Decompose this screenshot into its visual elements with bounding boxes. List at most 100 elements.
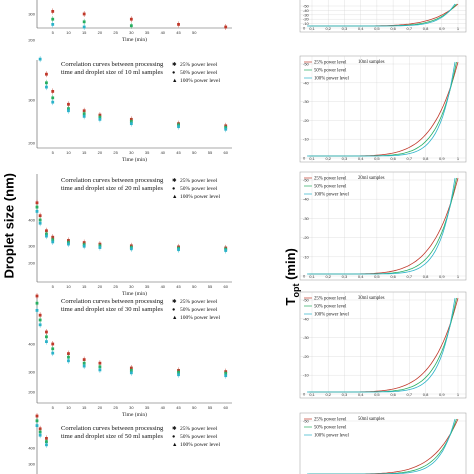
right-plot-0-x-tick: 0.2 (325, 26, 331, 31)
right-plot-2-curve (307, 177, 456, 275)
left-plot-3-x-tick: 45 (176, 405, 181, 410)
right-plot-0-y-tick: -30 (303, 12, 310, 17)
left-plot-3-y-tick: 300 (28, 370, 35, 375)
left-plot-1-y-tick: 300 (28, 98, 35, 103)
right-plot-4-legend-label: 25% power level (314, 418, 347, 423)
right-plot-1-legend-label: 50% power level (314, 69, 347, 74)
left-plot-0-x-tick: 5 (52, 30, 55, 35)
right-plot-1-y-tick: -10 (303, 137, 310, 142)
left-plot-2-y-tick: 300 (28, 244, 35, 249)
right-plot-0-x-tick: 0.4 (358, 26, 364, 31)
left-plot-4-y-tick: 400 (28, 446, 35, 451)
right-plot-0-x-tick: 0.7 (407, 26, 413, 31)
right-plot-2-frame (299, 171, 467, 281)
right-plot-4-title: 50ml samples (358, 417, 385, 422)
left-plot-4-title-line: Correlation curves between processing (61, 425, 164, 432)
right-plot-1-y-tick: -40 (303, 80, 310, 85)
right-plot-2-x-tick: 0.8 (423, 274, 429, 279)
right-plot-0-x-tick: 0.1 (309, 26, 315, 31)
right-plot-0-x-tick: 0.5 (374, 26, 380, 31)
left-plot-2-title-line: time and droplet size of 20 ml samples (61, 185, 163, 192)
left-plot-2-x-tick: 50 (192, 284, 197, 289)
left-plot-2-x-tick: 5 (52, 284, 55, 289)
right-plot-2-x-tick: 0.4 (358, 274, 364, 279)
right-plot-1-x-tick: 0.2 (325, 156, 331, 161)
left-plot-0-x-label: Time (min) (122, 36, 147, 43)
left-plot-0-x-tick: 10 (66, 30, 71, 35)
left-plot-4-legend-label: 100% power level (180, 442, 220, 448)
left-plot-4-y-tick: 300 (28, 462, 35, 467)
right-plot-1-x-tick: 0.5 (374, 156, 380, 161)
right-plot-3-y-tick: -20 (303, 354, 310, 359)
right-plot-3-legend-label: 50% power level (314, 305, 347, 310)
right-plot-1-x-tick: 0.4 (358, 156, 364, 161)
right-plot-0-y-tick: -20 (303, 17, 310, 22)
right-plot-3-x-tick: 0.6 (390, 392, 396, 397)
left-plot-2-legend-label: 50% power level (180, 186, 218, 192)
left-plot-3-legend-marker: ✱ (172, 298, 177, 305)
left-plot-2-x-tick: 10 (66, 284, 71, 289)
left-plot-2-y-tick: 200 (28, 261, 35, 266)
left-plot-1-title-line: Correlation curves between processing (61, 61, 164, 68)
right-plot-1-legend-label: 25% power level (314, 61, 347, 66)
right-plot-1-frame (299, 55, 467, 163)
left-plot-0-x-tick: 20 (98, 30, 103, 35)
right-plot-3-legend-label: 100% power level (314, 313, 350, 318)
left-plot-3-title-line: time and droplet size of 30 ml samples (61, 306, 163, 313)
left-plot-3-x-tick: 5 (52, 405, 55, 410)
left-plot-2-legend-label: 100% power level (180, 194, 220, 200)
left-plot-2-x-tick: 30 (129, 284, 134, 289)
left-plot-1-x-tick: 35 (145, 150, 150, 155)
right-plot-2-x-tick: 0.7 (407, 274, 413, 279)
left-plot-2-x-tick: 15 (82, 284, 87, 289)
left-plot-3-x-tick: 35 (145, 405, 150, 410)
left-plot-3-y-tick: 200 (28, 390, 35, 395)
left-plot-1-x-tick: 50 (192, 150, 197, 155)
left-plot-1-legend-label: 100% power level (180, 78, 220, 84)
right-plot-2-legend-label: 50% power level (314, 185, 347, 190)
right-plot-2-title: 20ml samples (358, 176, 385, 181)
left-plot-3-y-tick: 400 (28, 342, 35, 347)
left-plot-2-x-tick: 45 (176, 284, 181, 289)
right-plot-1-x-tick: 0.9 (439, 156, 445, 161)
left-plot-0-x-tick: 50 (192, 30, 197, 35)
right-plot-1-x-tick: 0.3 (342, 156, 348, 161)
right-plot-2-y-tick: -10 (303, 254, 310, 259)
left-plot-0-x-tick: 40 (161, 30, 166, 35)
right-plot-1-curve (307, 61, 456, 157)
left-plot-2-y-tick: 400 (28, 218, 35, 223)
right-plot-1-y-tick: -30 (303, 99, 310, 104)
left-plot-3-x-tick: 50 (192, 405, 197, 410)
right-plot-0-curve (308, 3, 457, 27)
left-plot-1-x-tick: 55 (208, 150, 213, 155)
right-plot-3-frame (299, 291, 467, 399)
right-plot-4-curve (310, 418, 459, 474)
right-plot-2-x-tick: 0.6 (390, 274, 396, 279)
left-plot-1-legend-label: 50% power level (180, 70, 218, 76)
left-plot-1-x-tick: 25 (113, 150, 118, 155)
right-plot-3-x-tick: 0.9 (439, 392, 445, 397)
right-plot-3-y-tick: -30 (303, 335, 310, 340)
right-plot-4-y-tick: -50 (303, 419, 310, 424)
left-plot-0-y-tick: 200 (28, 38, 35, 43)
right-plot-1-y-tick: 0 (303, 156, 306, 161)
right-plot-3-x-tick: 0.3 (342, 392, 348, 397)
right-plot-0-y-tick: -40 (303, 8, 310, 13)
left-plot-1-legend-marker: ▲ (172, 78, 177, 84)
left-plot-4-title-line: time and droplet size of 50 ml samples (61, 433, 163, 440)
left-plot-0-x-tick: 45 (176, 30, 181, 35)
right-plot-3-title: 30ml samples (358, 296, 385, 301)
left-plot-1-x-tick: 40 (161, 150, 166, 155)
right-plot-2-x-tick: 0.1 (309, 274, 315, 279)
right-plot-3-y-tick: 0 (303, 392, 306, 397)
right-plot-0-y-tick: 0 (303, 26, 306, 31)
right-plot-3-x-tick: 0.1 (309, 392, 315, 397)
right-plot-2-legend-label: 100% power level (314, 193, 350, 198)
left-plot-4-legend-marker: ● (172, 434, 175, 440)
right-plot-3-curve (307, 297, 456, 393)
right-plot-0-x-tick: 0.3 (342, 26, 348, 31)
left-plot-2-x-tick: 40 (161, 284, 166, 289)
left-plot-2-x-label: Time (min) (122, 290, 147, 297)
right-plot-0-x-tick: 0.9 (439, 26, 445, 31)
right-plot-3-x-tick: 0.8 (423, 392, 429, 397)
